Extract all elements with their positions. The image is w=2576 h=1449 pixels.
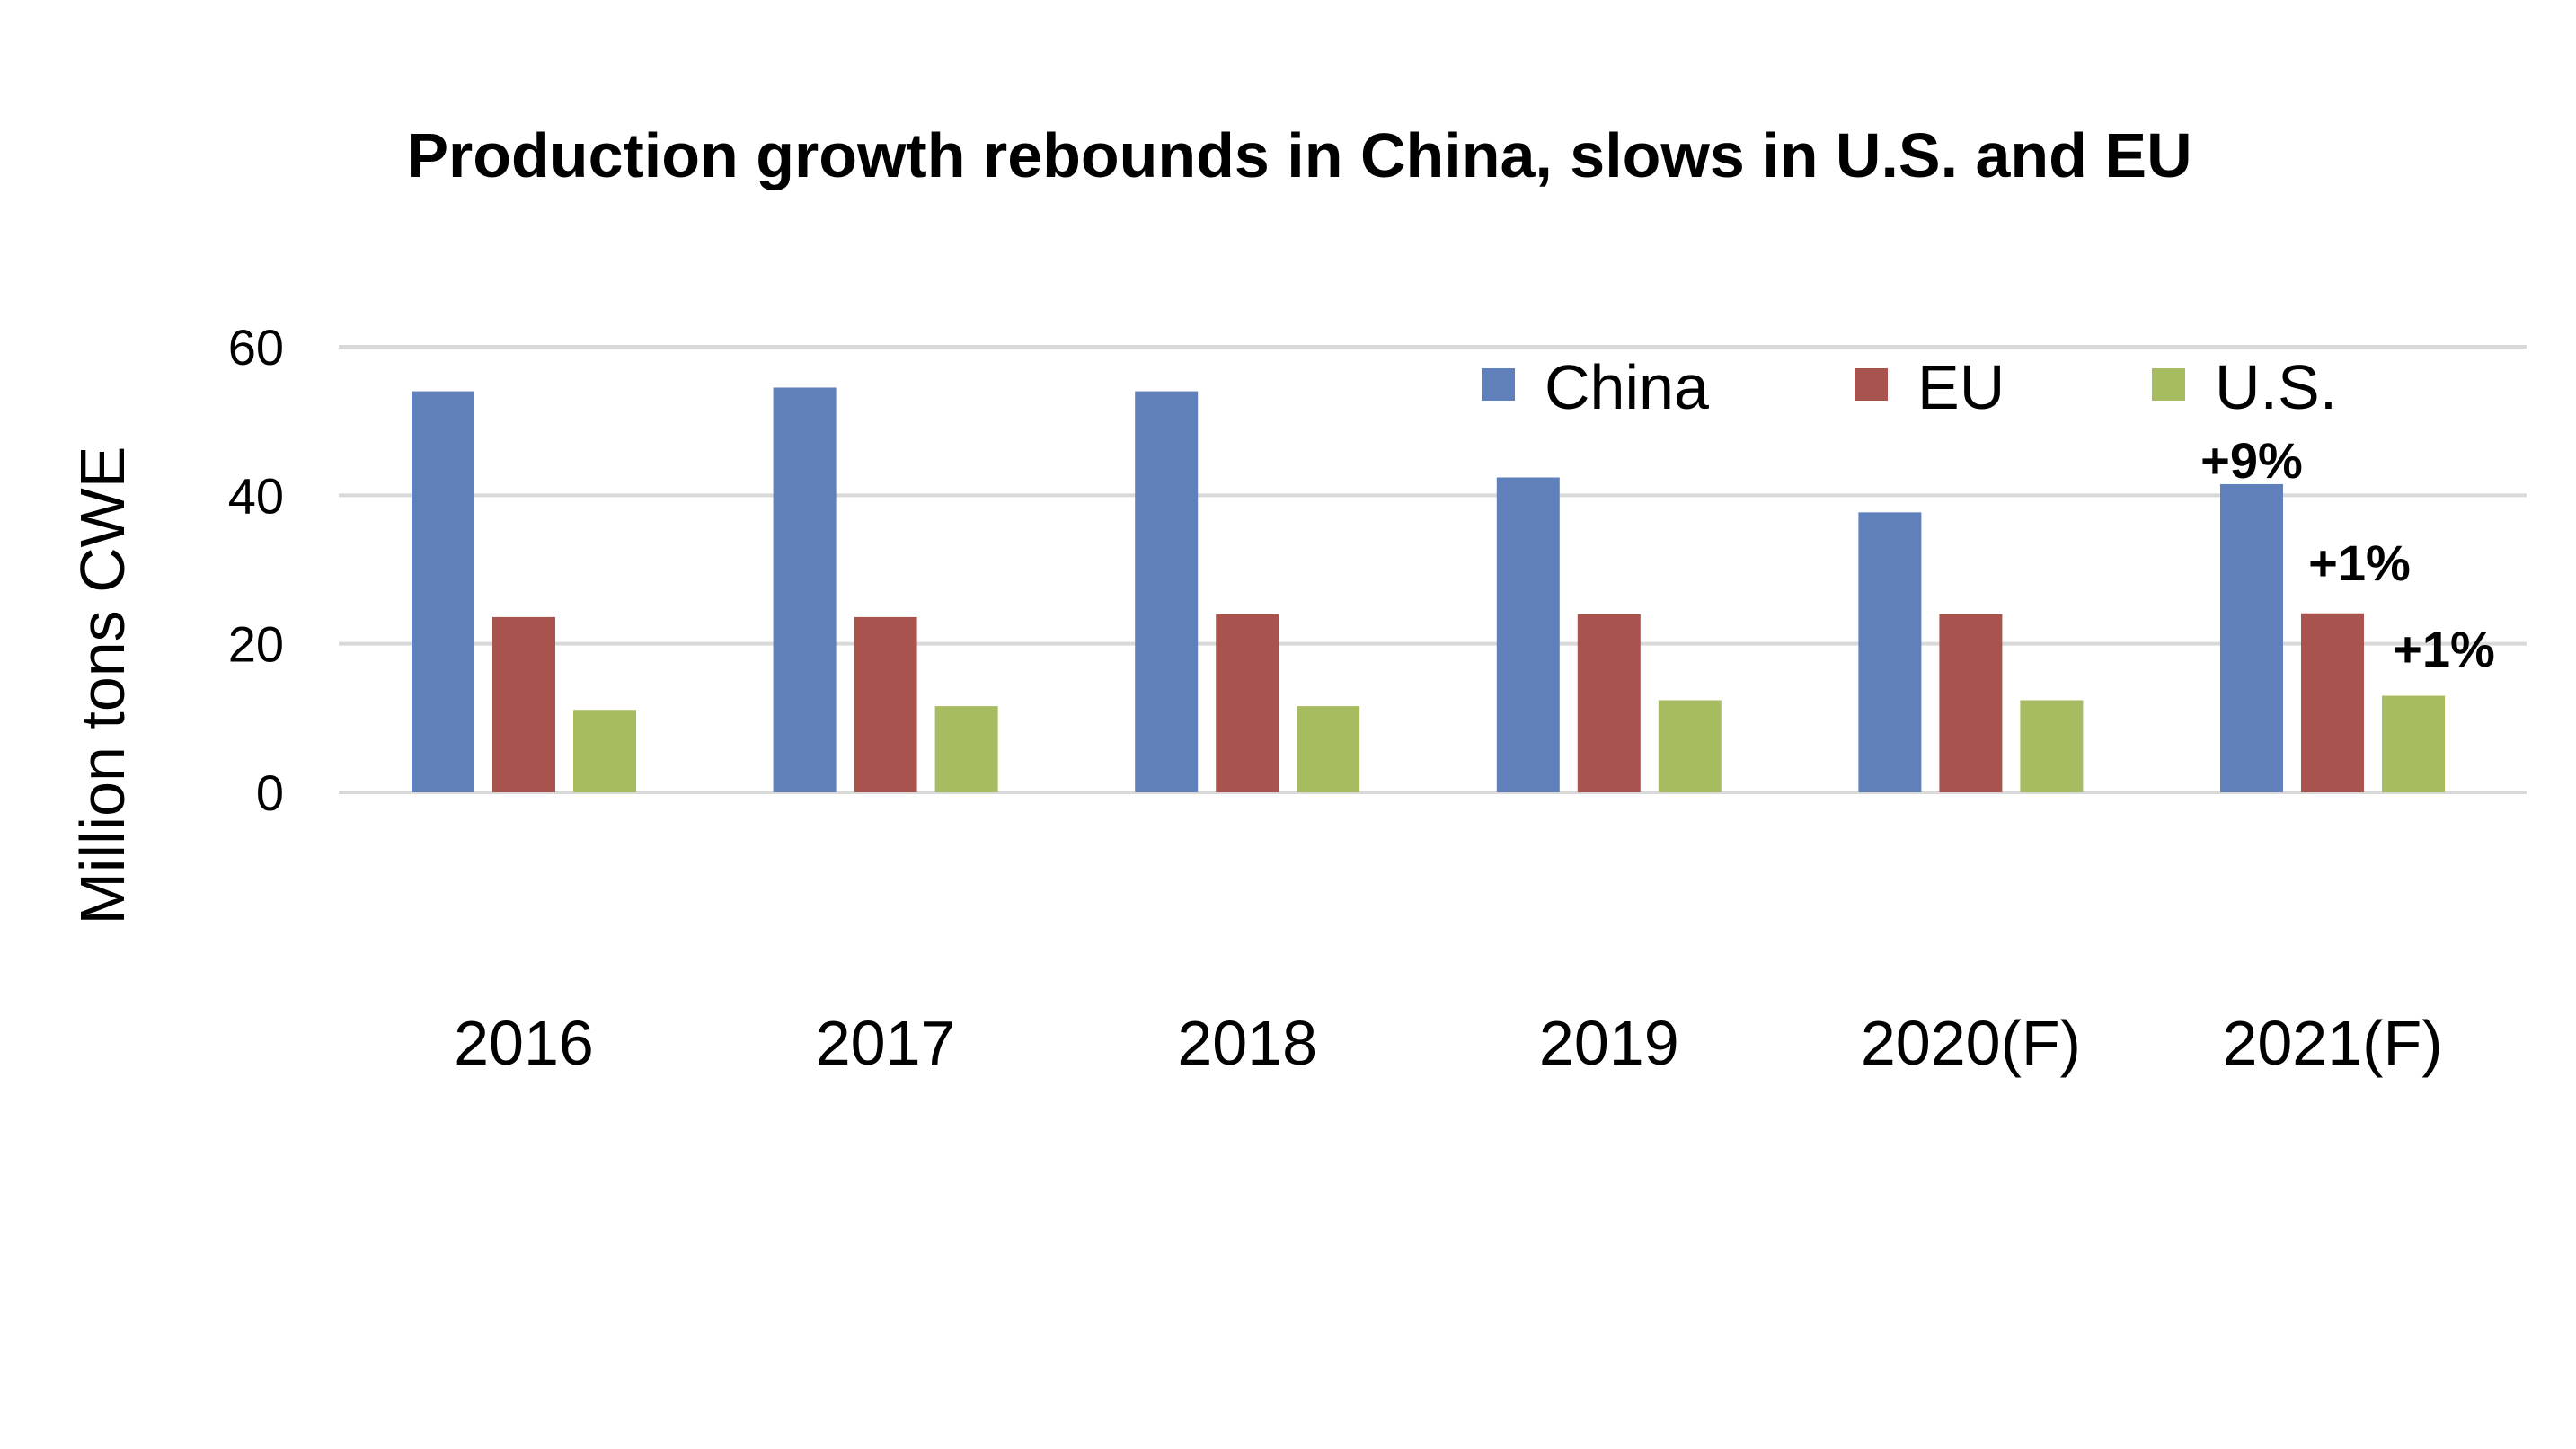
x-tick-label: 2021(F) [2222,1008,2442,1078]
x-tick-label: 2016 [454,1008,594,1078]
x-tick-label: 2018 [1177,1008,1317,1078]
legend-swatch [2152,368,2185,401]
y-axis-label: Million tons CWE [67,446,137,925]
legend-label: China [1545,352,1709,422]
legend-label: U.S. [2215,352,2337,422]
annotation-label: +1% [2393,621,2495,677]
bar-china-2018 [1135,391,1199,792]
bar-eu-2020(F) [1939,614,2003,792]
bar-eu-2021(F) [2301,613,2364,792]
bar-us-2020(F) [2020,700,2084,792]
chart-title: Production growth rebounds in China, slo… [406,120,2191,190]
bar-us-2017 [934,706,998,792]
annotation-label: +9% [2200,432,2303,489]
bar-china-2019 [1496,477,1560,792]
bar-china-2020(F) [1858,512,1922,792]
bar-us-2021(F) [2382,695,2445,792]
bar-china-2017 [773,387,837,792]
y-tick-label: 40 [228,467,284,524]
x-tick-label: 2020(F) [1861,1008,2081,1078]
y-tick-label: 60 [228,319,284,376]
annotation-label: +1% [2308,535,2411,591]
legend-swatch [1855,368,1888,401]
y-tick-label: 20 [228,616,284,673]
legend-label: EU [1917,352,2005,422]
y-tick-label: 0 [256,764,284,821]
x-tick-label: 2019 [1539,1008,1679,1078]
x-tick-label: 2017 [816,1008,956,1078]
bar-china-2016 [412,391,474,792]
legend-swatch [1482,368,1515,401]
bar-eu-2019 [1577,614,1641,792]
bar-us-2016 [573,710,636,792]
bar-us-2019 [1658,700,1722,792]
bar-eu-2016 [492,616,555,792]
bar-eu-2017 [854,616,917,792]
bar-eu-2018 [1216,614,1279,792]
bar-china-2021(F) [2220,483,2283,792]
bar-us-2018 [1297,706,1360,792]
